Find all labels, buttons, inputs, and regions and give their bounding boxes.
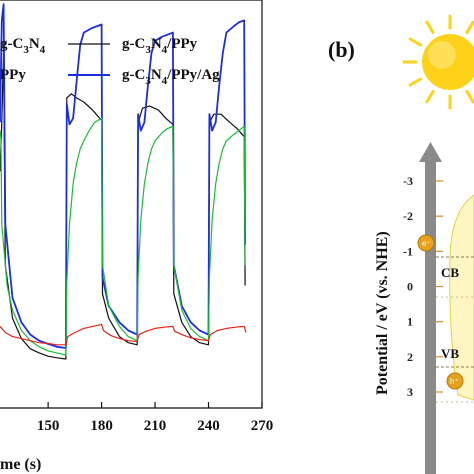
x-tick-label: 270 [251, 418, 274, 434]
legend: g-C3N4 g-C3N4/PPy PPy g-C3N4/PPy/Ag [0, 36, 220, 87]
y-tick-label: 2 [407, 350, 413, 364]
sun-ray [425, 89, 435, 104]
x-tick-label: 210 [144, 418, 167, 434]
x-tick-label: 240 [197, 418, 220, 434]
hole-particle: h⁺ [446, 372, 464, 390]
svg-text:h⁺: h⁺ [450, 377, 459, 386]
sun-ray [408, 37, 423, 47]
y-tick-label: 3 [407, 385, 413, 399]
sun-ray [465, 89, 474, 104]
y-tick-label: 1 [407, 315, 413, 329]
photocurrent-chart: 150 180 210 240 270 me (s) g-C3N4 g-C3N4/PPy… [0, 0, 273, 473]
y-tick-label: -1 [403, 244, 413, 258]
vb-label: VB [441, 346, 459, 361]
potential-axis-title: Potential / eV (vs. NHE) [374, 231, 391, 395]
x-axis-title: me (s) [0, 456, 41, 473]
plot-frame [0, 0, 263, 409]
y-tick-label: 0 [407, 280, 413, 294]
series-line-g-c3n4-ppy-ag [0, 3, 246, 349]
sun-ray [465, 20, 474, 35]
sun-ray [425, 20, 435, 35]
y-tick-label: -2 [403, 209, 413, 223]
electron-particle: e⁻ [417, 234, 435, 252]
y-tick-label: -3 [403, 174, 413, 188]
x-tick-label: 180 [90, 418, 113, 434]
legend-label-g-c3n4: g-C3N4 [0, 36, 46, 56]
x-tick-layer: 150 180 210 240 270 [37, 402, 273, 434]
panel-label-b: (b) [328, 37, 355, 62]
series-layer [0, 3, 247, 360]
x-tick-label: 150 [37, 418, 60, 434]
cb-label: CB [441, 265, 459, 280]
light-cell [449, 194, 474, 401]
series-line-g-c3n4 [0, 323, 247, 346]
potential-axis-arrow [419, 142, 442, 474]
legend-label-ppy: PPy [0, 67, 26, 83]
sun-ray [408, 77, 423, 87]
legend-label-g-c3n4-ppy-ag: g-C3N4/PPy/Ag [122, 67, 220, 87]
legend-label-g-c3n4-ppy: g-C3N4/PPy [122, 36, 198, 56]
svg-text:e⁻: e⁻ [422, 239, 431, 248]
sun-icon [402, 14, 474, 110]
y-tick-layer: -3 -2 -1 0 1 2 3 [403, 174, 443, 399]
